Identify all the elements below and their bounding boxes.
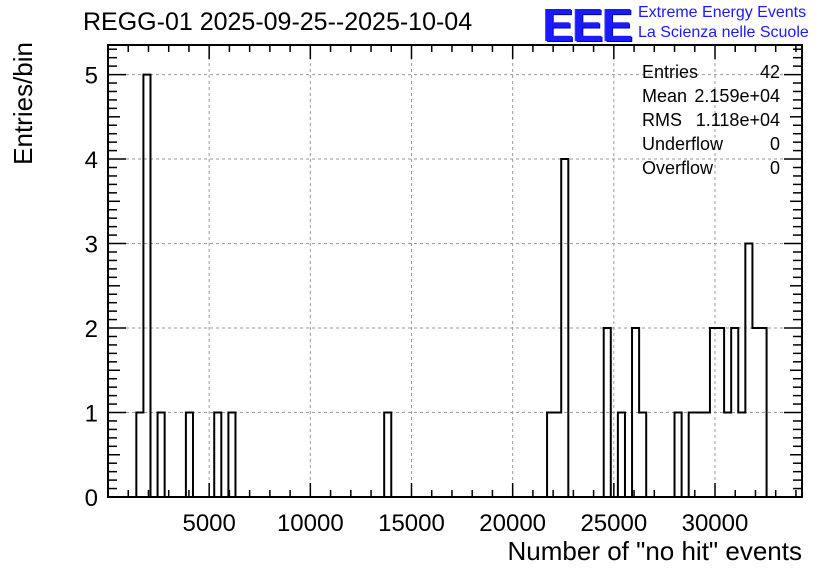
histogram-bin — [731, 328, 738, 497]
histogram-bin — [214, 413, 221, 497]
stats-row-overflow: Overflow 0 — [642, 156, 780, 180]
histogram-bin — [696, 413, 703, 497]
stats-mean-label: Mean — [642, 86, 688, 106]
x-tick-label: 20000 — [479, 510, 546, 537]
x-tick-label: 10000 — [277, 510, 344, 537]
histogram-bin — [632, 328, 639, 497]
histogram-bin — [554, 413, 561, 497]
x-tick-label: 25000 — [580, 510, 647, 537]
y-tick-label: 2 — [85, 316, 98, 343]
histogram-bin — [689, 413, 696, 497]
stats-row-mean: Mean 2.159e+04 — [642, 84, 780, 108]
histogram-outline — [135, 73, 768, 497]
histogram-bin — [136, 413, 143, 497]
histogram-bin — [724, 413, 731, 497]
x-tick-label: 5000 — [182, 510, 235, 537]
logo-line-2: La Scienza nelle Scuole — [638, 24, 809, 41]
histogram-bin — [710, 328, 717, 497]
histogram-bin — [158, 413, 165, 497]
stats-row-underflow: Underflow 0 — [642, 132, 780, 156]
histogram-bin — [703, 413, 710, 497]
chart-title: REGG-01 2025-09-25--2025-10-04 — [83, 8, 473, 36]
stats-underflow-value: 0 — [769, 134, 780, 154]
stats-row-entries: Entries 42 — [642, 60, 780, 84]
histogram-bin — [752, 328, 759, 497]
histogram-bin — [675, 413, 682, 497]
histogram-bin — [186, 413, 193, 497]
histogram-bin — [384, 413, 391, 497]
y-tick-label: 3 — [85, 232, 98, 259]
histogram-bin — [618, 413, 625, 497]
x-tick-label: 15000 — [378, 510, 445, 537]
stats-entries-label: Entries — [642, 62, 699, 82]
stats-rms-label: RMS — [642, 110, 682, 130]
stats-box: Entries 42 Mean 2.159e+04 RMS 1.118e+04 … — [642, 60, 780, 180]
stats-rms-value: 1.118e+04 — [695, 110, 780, 130]
histogram-bin — [639, 413, 646, 497]
stats-underflow-label: Underflow — [642, 134, 724, 154]
histogram-bin — [738, 413, 745, 497]
histogram-bin — [561, 159, 568, 497]
histogram-bin — [604, 328, 611, 497]
stats-mean-value: 2.159e+04 — [694, 86, 780, 106]
histogram-bin — [547, 413, 554, 497]
stats-overflow-value: 0 — [769, 158, 780, 178]
stats-row-rms: RMS 1.118e+04 — [642, 108, 780, 132]
eee-logo: EEE — [543, 0, 633, 51]
logo-caption: Extreme Energy Events La Scienza nelle S… — [638, 3, 809, 43]
histogram-bin — [228, 413, 235, 497]
logo-line-1: Extreme Energy Events — [638, 4, 807, 21]
plot-frame — [107, 44, 803, 498]
y-tick-label: 4 — [85, 147, 98, 174]
histogram-bin — [143, 75, 150, 497]
histogram-bin — [760, 328, 767, 497]
histogram-bin — [745, 244, 752, 497]
stats-overflow-label: Overflow — [642, 158, 714, 178]
x-tick-label: 30000 — [682, 510, 749, 537]
x-axis-label: Number of "no hit" events — [507, 536, 803, 566]
y-tick-label: 5 — [85, 63, 98, 90]
y-tick-label: 0 — [85, 485, 98, 512]
y-axis-label: Entries/bin — [8, 42, 38, 165]
y-tick-label: 1 — [85, 401, 98, 428]
stats-entries-value: 42 — [759, 62, 780, 82]
histogram-bin — [717, 328, 724, 497]
